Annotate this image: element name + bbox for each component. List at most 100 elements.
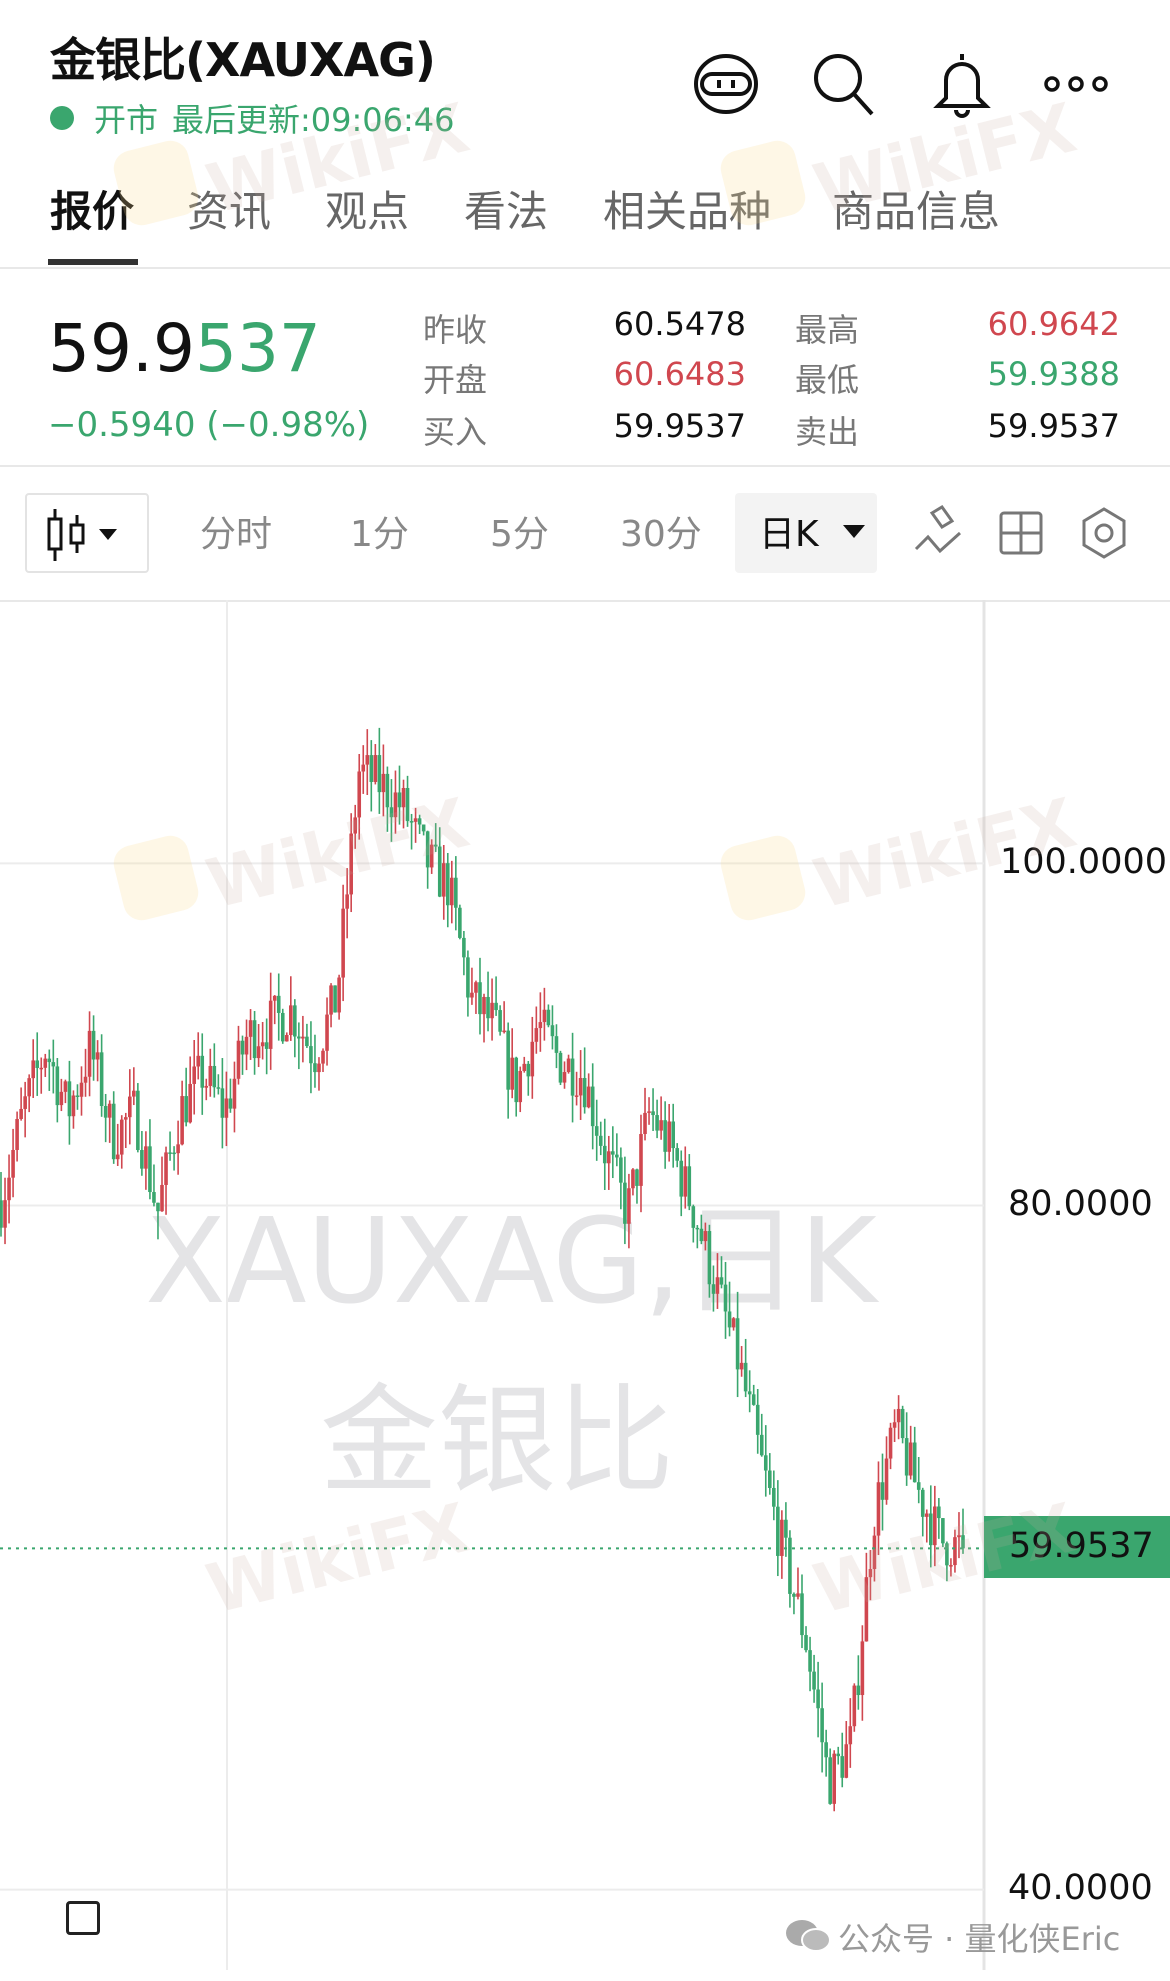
more-icon[interactable]	[1040, 48, 1112, 120]
candle-body	[514, 1057, 519, 1103]
tab-news[interactable]: 资讯	[187, 187, 272, 236]
period-5min[interactable]: 5分	[490, 514, 549, 555]
candle-body	[232, 1078, 237, 1109]
candle-body	[796, 1593, 800, 1597]
tab-views[interactable]: 看法	[464, 187, 549, 236]
candle-body	[574, 1095, 579, 1097]
candle-body	[67, 1081, 72, 1117]
candle-body	[301, 1036, 305, 1039]
candle-body	[397, 792, 402, 808]
candle-body	[27, 1078, 31, 1097]
candle-body	[373, 755, 378, 782]
candle-body	[727, 1311, 732, 1328]
tab-quote[interactable]: 报价	[50, 187, 135, 236]
candle-body	[578, 1078, 583, 1096]
candle-body	[606, 1151, 611, 1164]
candle-body	[317, 1063, 321, 1073]
candle-body	[0, 1200, 3, 1228]
candle-body	[719, 1277, 724, 1285]
open-label: 开盘	[423, 361, 488, 399]
candle-body	[409, 821, 414, 823]
candle-body	[433, 844, 438, 847]
candle-body	[812, 1671, 816, 1690]
candle-body	[83, 1076, 88, 1083]
candle-body	[679, 1160, 684, 1197]
candle-body	[876, 1482, 881, 1536]
chart-type-selector[interactable]	[25, 493, 149, 573]
candle-body	[91, 1030, 96, 1060]
candle-body	[820, 1708, 824, 1743]
candle-body	[75, 1095, 80, 1097]
tab-opinions[interactable]: 观点	[325, 187, 410, 236]
candle-body	[767, 1470, 772, 1488]
candle-body	[441, 863, 446, 897]
candle-body	[691, 1206, 696, 1228]
candle-body	[594, 1126, 599, 1136]
candle-body	[534, 1028, 539, 1042]
candle-body	[35, 1060, 40, 1068]
candle-body	[611, 1151, 615, 1155]
candle-body	[437, 846, 442, 897]
candle-body	[522, 1063, 527, 1071]
candle-body	[212, 1065, 217, 1088]
candle-body	[840, 1756, 845, 1778]
period-timeshare[interactable]: 分时	[200, 514, 273, 555]
high-label: 最高	[795, 311, 860, 349]
candle-body	[759, 1434, 764, 1456]
bell-icon[interactable]	[926, 48, 998, 120]
candle-body	[95, 1052, 100, 1060]
candle-body	[570, 1058, 575, 1096]
candle-body	[784, 1519, 788, 1538]
search-icon[interactable]	[808, 48, 880, 120]
tab-related[interactable]: 相关品种	[603, 187, 772, 236]
candle-body	[377, 755, 382, 793]
candle-body	[228, 1098, 233, 1109]
candle-body	[248, 1020, 253, 1037]
candle-body	[63, 1081, 68, 1092]
tab-product-info[interactable]: 商品信息	[832, 187, 1001, 236]
candle-body	[832, 1753, 836, 1804]
candle-body	[123, 1117, 128, 1120]
robot-icon[interactable]	[690, 48, 762, 120]
candle-body	[99, 1052, 104, 1107]
candle-body	[280, 1012, 285, 1042]
candle-body	[695, 1227, 700, 1230]
candle-body	[454, 877, 458, 908]
candle-body	[949, 1565, 953, 1567]
candle-body	[450, 877, 454, 906]
period-daily-selector[interactable]: 日K	[735, 493, 877, 573]
period-1min[interactable]: 1分	[350, 514, 409, 555]
candle-body	[836, 1753, 841, 1757]
candle-body	[321, 1050, 325, 1064]
candle-body	[582, 1078, 587, 1108]
candle-body	[904, 1438, 909, 1476]
market-open-label: 开市	[94, 101, 159, 139]
candle-body	[148, 1146, 152, 1193]
candle-body	[619, 1157, 623, 1183]
candle-body	[659, 1120, 663, 1131]
candle-body	[15, 1118, 19, 1150]
candle-body	[192, 1066, 197, 1084]
period-30min[interactable]: 30分	[620, 514, 702, 555]
candle-body	[844, 1744, 849, 1778]
draw-icon[interactable]	[912, 505, 964, 561]
layout-grid-icon[interactable]	[998, 510, 1044, 556]
candle-body	[631, 1169, 635, 1189]
candle-body	[276, 995, 281, 1013]
candle-body	[848, 1726, 853, 1745]
candle-body	[445, 863, 450, 906]
bid-value: 59.9537	[613, 407, 746, 445]
candle-body	[808, 1650, 812, 1672]
candle-body	[788, 1537, 792, 1594]
candle-body	[180, 1096, 184, 1145]
candle-body	[236, 1040, 241, 1079]
candle-body	[87, 1030, 92, 1077]
candle-body	[490, 1002, 494, 1019]
settings-hexagon-icon[interactable]	[1080, 506, 1128, 560]
candle-body	[240, 1040, 245, 1055]
candle-body	[667, 1121, 671, 1152]
candle-body	[43, 1058, 48, 1068]
checkbox[interactable]	[66, 1901, 100, 1935]
candlestick-chart[interactable]	[0, 600, 1170, 1970]
candle-body	[864, 1577, 869, 1642]
